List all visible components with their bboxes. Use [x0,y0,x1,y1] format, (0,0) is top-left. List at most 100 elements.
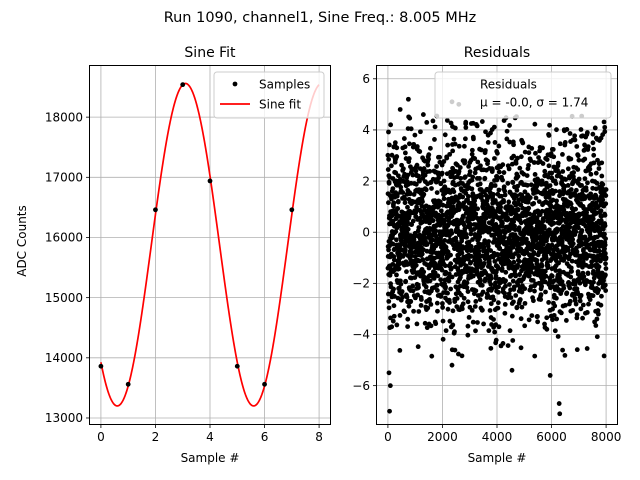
residual-point [404,230,410,236]
residual-point [406,156,412,161]
residual-point [539,284,545,289]
residual-point [425,162,431,168]
residual-point [461,143,467,149]
residual-outlier-point [397,107,403,112]
residual-point [559,279,565,285]
residuals-xtick-label: 6000 [536,430,567,444]
residual-point [480,289,486,295]
residual-point [554,198,559,204]
sine-fit-ytick-label: 16000 [45,231,83,245]
residual-point [389,324,395,330]
sine-fit-curve-layer [100,82,320,407]
residual-point [435,308,440,314]
residual-point [428,301,434,307]
sine-fit-xlabel: Sample # [181,451,240,465]
residual-point [496,324,502,330]
residual-point [545,263,551,268]
residual-point [452,141,458,147]
residual-point [449,274,455,280]
residual-point [394,237,399,243]
residual-point [506,291,512,297]
residual-point [576,176,582,182]
residual-point [446,278,452,284]
residual-point [603,201,609,207]
residual-point [500,162,506,168]
residual-point [568,201,574,207]
residuals-ytick-label: −4 [352,328,370,342]
residual-point [466,163,471,169]
legend-samples-label: Samples [259,78,310,92]
residual-point [517,297,523,302]
residual-point [602,246,607,252]
sine-fit-ytick-label: 17000 [45,171,83,185]
residual-point [585,180,590,186]
residual-point [420,199,425,205]
residual-point [556,260,561,266]
residual-point [590,131,596,137]
residual-point [470,174,476,180]
residual-point [456,143,462,149]
residual-point [478,163,483,169]
residual-point [472,202,478,208]
residual-point [595,224,601,230]
residual-point [511,153,517,159]
residual-point [470,319,476,325]
residual-point [490,167,495,173]
residual-point [514,187,520,193]
sample-point [180,82,186,88]
residual-point [522,149,528,155]
residual-point [416,225,422,230]
residual-point [386,247,391,253]
residual-point [385,167,391,172]
sine-fit-ytick-label: 14000 [45,351,83,365]
residual-point [511,142,516,148]
residual-point [473,211,479,217]
residual-point [472,156,478,161]
residual-point [586,301,591,307]
sample-point [153,207,158,213]
residual-point [456,351,461,357]
residual-point [394,272,399,278]
residual-point [594,316,600,322]
residual-point [536,199,542,205]
residual-point [500,341,506,346]
residual-point [504,128,510,134]
residual-point [601,119,607,125]
residual-point [559,239,565,245]
residual-point [426,156,431,162]
residual-point [584,207,590,212]
residual-point [574,249,580,255]
residual-point [461,295,467,301]
residual-point [595,308,601,313]
residual-point [542,268,548,274]
residual-point [391,313,397,319]
residual-point [567,285,573,291]
residual-point [515,174,521,179]
residual-point [489,221,495,227]
residual-point [603,261,608,267]
residual-point [535,314,540,319]
residual-point [415,292,420,298]
residual-point [510,338,516,343]
residual-point [552,328,558,334]
residual-point [450,322,456,328]
residual-point [469,151,475,157]
residual-point [508,295,514,301]
residual-point [549,273,555,279]
residual-point [563,318,569,323]
residual-point [391,303,397,309]
residual-point [397,313,403,318]
residual-point [482,238,488,244]
residual-point [456,207,462,213]
residual-point [506,199,512,205]
residual-point [496,187,502,193]
residual-point [536,155,541,160]
residual-point [555,334,561,339]
residual-point [485,140,491,145]
residual-point [441,178,447,184]
residual-point [386,156,392,162]
residual-point [582,142,587,148]
residual-point [528,158,534,163]
residual-point [499,266,505,271]
residual-point [553,188,558,194]
